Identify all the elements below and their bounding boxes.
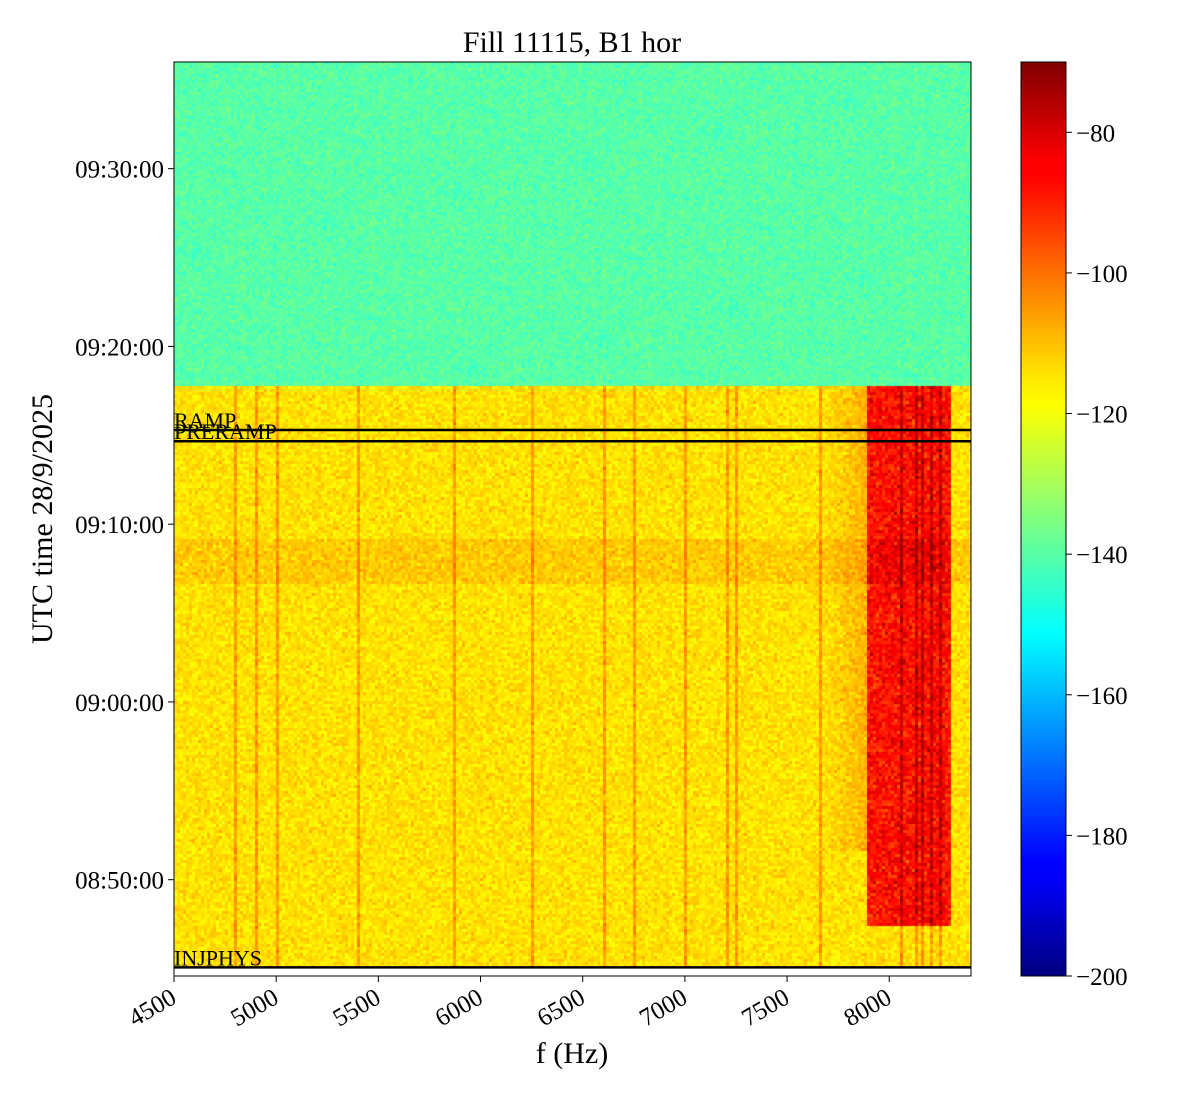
y-tick-label: 09:30:00 (75, 157, 164, 184)
x-tick-label: 4500 (124, 984, 181, 1032)
x-tick-label: 7500 (737, 984, 794, 1032)
y-tick-label: 09:20:00 (75, 334, 164, 361)
colorbar: −80 −100 −120 −140 −160 −180 −200 (1020, 61, 1128, 991)
y-axis: 08:50:00 09:00:00 09:10:00 09:20:00 09:30:00 (75, 157, 174, 895)
phase-label-injphys: INJPHYS (174, 945, 262, 970)
colorbar-tick-label: −80 (1076, 120, 1115, 147)
x-tick-label: 7000 (635, 984, 692, 1032)
colorbar-tick-label: −180 (1076, 823, 1128, 850)
colorbar-tick-label: −200 (1076, 964, 1128, 991)
colorbar-tick-label: −160 (1076, 683, 1128, 710)
spectrogram-plot-area (174, 62, 971, 976)
phase-markers: FLATTOPRAMPPRERAMPINJPHYS (174, 408, 971, 970)
x-tick-label: 8000 (839, 984, 896, 1032)
y-tick-label: 09:10:00 (75, 512, 164, 539)
colorbar-gradient (1020, 61, 1067, 977)
phase-label-ramp: RAMP (174, 408, 236, 433)
plot-frame (173, 61, 972, 977)
x-tick-label: 5000 (226, 984, 283, 1032)
spectrogram-heatmap (174, 62, 971, 976)
x-tick-label: 6000 (431, 984, 488, 1032)
x-axis-label: f (Hz) (536, 1037, 608, 1070)
x-tick-label: 5500 (329, 984, 386, 1032)
x-axis: 4500 5000 5500 6000 6500 7000 7500 8000 (124, 976, 896, 1032)
x-tick-label: 6500 (533, 984, 590, 1032)
y-tick-label: 09:00:00 (75, 690, 164, 717)
y-tick-label: 08:50:00 (75, 868, 164, 895)
colorbar-ticks: −80 −100 −120 −140 −160 −180 −200 (1066, 120, 1128, 991)
colorbar-tick-label: −100 (1076, 261, 1128, 288)
colorbar-tick-label: −140 (1076, 542, 1128, 569)
y-axis-label: UTC time 28/9/2025 (26, 394, 59, 644)
chart-title: Fill 11115, B1 hor (463, 26, 681, 59)
colorbar-tick-label: −120 (1076, 402, 1128, 429)
phase-label-preramp: PRERAMP (174, 419, 277, 444)
